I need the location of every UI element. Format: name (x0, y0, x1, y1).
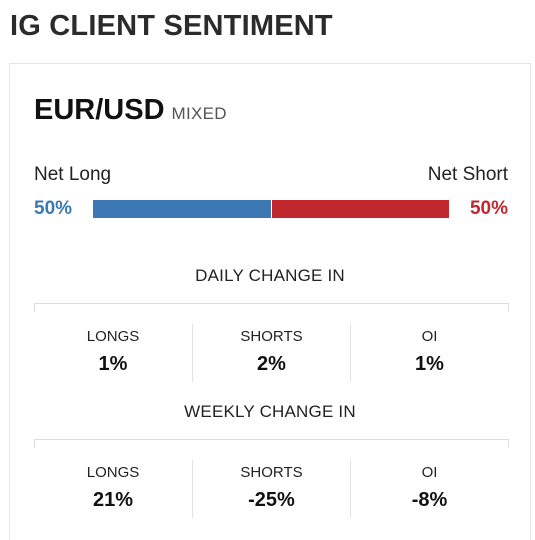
weekly-change-heading: WEEKLY CHANGE IN (184, 402, 356, 421)
sentiment-bar-long (93, 200, 271, 218)
sentiment-bar (93, 200, 449, 218)
weekly-shorts-cell: SHORTS -25% (192, 460, 350, 518)
daily-longs-label: LONGS (86, 328, 140, 345)
weekly-change-table: LONGS 21% SHORTS -25% OI -8% (34, 439, 509, 525)
weekly-longs-value: 21% (92, 489, 134, 511)
weekly-oi-value: -8% (411, 489, 448, 511)
daily-oi-value: 1% (415, 353, 444, 375)
daily-change-table: LONGS 1% SHORTS 2% OI 1% (34, 303, 509, 389)
daily-shorts-value: 2% (257, 353, 286, 375)
sentiment-bar-short (271, 200, 449, 218)
weekly-oi-label: OI (421, 464, 438, 481)
weekly-shorts-value: -25% (248, 489, 295, 511)
weekly-longs-label: LONGS (86, 464, 140, 481)
net-long-label: Net Long (34, 164, 112, 185)
daily-oi-cell: OI 1% (350, 324, 508, 382)
instrument-header: EUR/USD MIXED (34, 94, 227, 127)
daily-longs-value: 1% (98, 353, 128, 375)
sentiment-status: MIXED (171, 104, 227, 123)
daily-shorts-label: SHORTS (240, 328, 303, 345)
weekly-longs-cell: LONGS 21% (34, 460, 192, 518)
daily-longs-cell: LONGS 1% (34, 324, 192, 382)
weekly-oi-cell: OI -8% (350, 460, 508, 518)
instrument-pair[interactable]: EUR/USD (34, 94, 165, 126)
sentiment-card: EUR/USD MIXED Net Long Net Short 50% 50%… (9, 63, 531, 540)
net-short-percent: 50% (469, 198, 508, 219)
daily-shorts-cell: SHORTS 2% (192, 324, 350, 382)
daily-change-heading: DAILY CHANGE IN (195, 266, 345, 285)
weekly-shorts-label: SHORTS (240, 464, 303, 481)
page-title: IG CLIENT SENTIMENT (10, 10, 333, 42)
net-short-label: Net Short (427, 164, 508, 185)
net-long-percent: 50% (34, 198, 73, 219)
daily-oi-label: OI (421, 328, 438, 345)
sentiment-bar-divider (270, 200, 272, 218)
